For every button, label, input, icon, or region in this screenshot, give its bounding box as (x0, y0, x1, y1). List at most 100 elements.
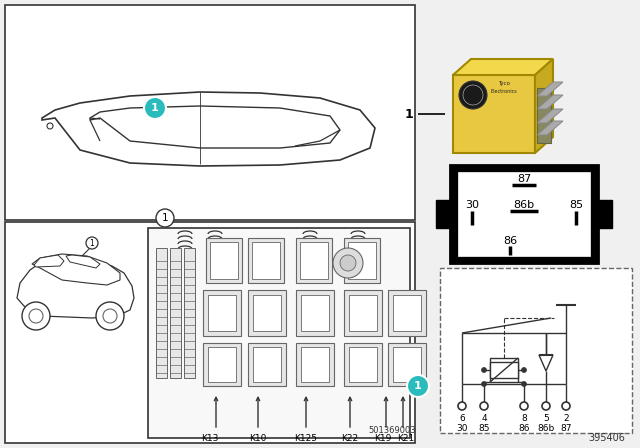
Bar (344, 238, 380, 283)
Circle shape (522, 367, 527, 372)
Bar (5, 5, 415, 220)
Circle shape (458, 402, 466, 410)
Circle shape (333, 248, 363, 278)
Text: 86b: 86b (513, 200, 534, 210)
Bar (208, 295, 236, 331)
Bar (490, 358, 518, 382)
Text: 30: 30 (465, 200, 479, 210)
Text: 30: 30 (456, 423, 468, 432)
Text: 395406: 395406 (589, 433, 625, 443)
Circle shape (22, 302, 50, 330)
Text: 501369003: 501369003 (368, 426, 416, 435)
Text: K21: K21 (397, 434, 415, 443)
Polygon shape (539, 355, 553, 371)
Bar (248, 343, 286, 386)
Polygon shape (537, 82, 563, 96)
Bar (348, 242, 376, 279)
Text: 85: 85 (569, 200, 583, 210)
Text: K10: K10 (250, 434, 267, 443)
Text: 85: 85 (478, 423, 490, 432)
Text: 86b: 86b (538, 423, 555, 432)
Bar (349, 347, 377, 382)
Polygon shape (537, 109, 563, 123)
Bar (598, 200, 612, 228)
Circle shape (459, 81, 487, 109)
Text: 1: 1 (404, 108, 413, 121)
Polygon shape (535, 59, 553, 153)
Text: K22: K22 (341, 434, 358, 443)
Text: Electronics: Electronics (491, 89, 517, 94)
Bar (450, 165, 598, 263)
Bar (440, 268, 632, 433)
Text: K125: K125 (294, 434, 317, 443)
Polygon shape (90, 106, 340, 148)
Text: 87: 87 (560, 423, 572, 432)
Bar (248, 238, 284, 283)
Polygon shape (34, 255, 64, 267)
Bar (490, 362, 518, 378)
Circle shape (407, 375, 429, 397)
Circle shape (520, 402, 528, 410)
Text: 4: 4 (481, 414, 487, 422)
Text: 8: 8 (521, 414, 527, 422)
Circle shape (522, 382, 527, 387)
Bar (393, 295, 421, 331)
Bar (300, 242, 328, 279)
Circle shape (480, 402, 488, 410)
Polygon shape (537, 95, 563, 109)
Bar (393, 347, 421, 382)
Circle shape (463, 85, 483, 105)
Bar (301, 295, 329, 331)
Bar (296, 238, 332, 283)
Circle shape (340, 255, 356, 271)
Bar (206, 238, 242, 283)
Text: 1: 1 (151, 103, 159, 113)
Text: 1: 1 (162, 213, 168, 223)
Bar (344, 343, 382, 386)
Bar (453, 75, 535, 153)
Polygon shape (17, 258, 134, 318)
Circle shape (29, 309, 43, 323)
Bar (170, 248, 181, 378)
Bar (436, 200, 450, 228)
Polygon shape (537, 121, 563, 135)
Text: 5: 5 (543, 414, 549, 422)
Bar (296, 343, 334, 386)
Circle shape (144, 97, 166, 119)
Bar (349, 295, 377, 331)
Text: Tyco: Tyco (498, 81, 510, 86)
Circle shape (86, 237, 98, 249)
Bar (248, 290, 286, 336)
Bar (388, 343, 426, 386)
Circle shape (96, 302, 124, 330)
Text: 6: 6 (459, 414, 465, 422)
Bar (210, 242, 238, 279)
Text: 1: 1 (90, 238, 94, 247)
Bar (5, 222, 415, 443)
Circle shape (481, 367, 486, 372)
Bar (203, 343, 241, 386)
Bar (296, 290, 334, 336)
Circle shape (542, 402, 550, 410)
Circle shape (103, 309, 117, 323)
Bar (537, 88, 551, 143)
Polygon shape (453, 59, 553, 75)
Circle shape (562, 402, 570, 410)
Bar (458, 172, 590, 256)
Bar (156, 248, 167, 378)
Text: 86: 86 (503, 236, 517, 246)
Bar (344, 290, 382, 336)
Polygon shape (32, 254, 120, 285)
Text: K13: K13 (202, 434, 219, 443)
Bar (301, 347, 329, 382)
Circle shape (47, 123, 53, 129)
Circle shape (156, 209, 174, 227)
Bar (148, 228, 410, 438)
Bar (253, 295, 281, 331)
Bar (253, 347, 281, 382)
Text: 2: 2 (563, 414, 569, 422)
Bar (388, 290, 426, 336)
Text: K19: K19 (374, 434, 392, 443)
Bar (208, 347, 236, 382)
Bar (203, 290, 241, 336)
